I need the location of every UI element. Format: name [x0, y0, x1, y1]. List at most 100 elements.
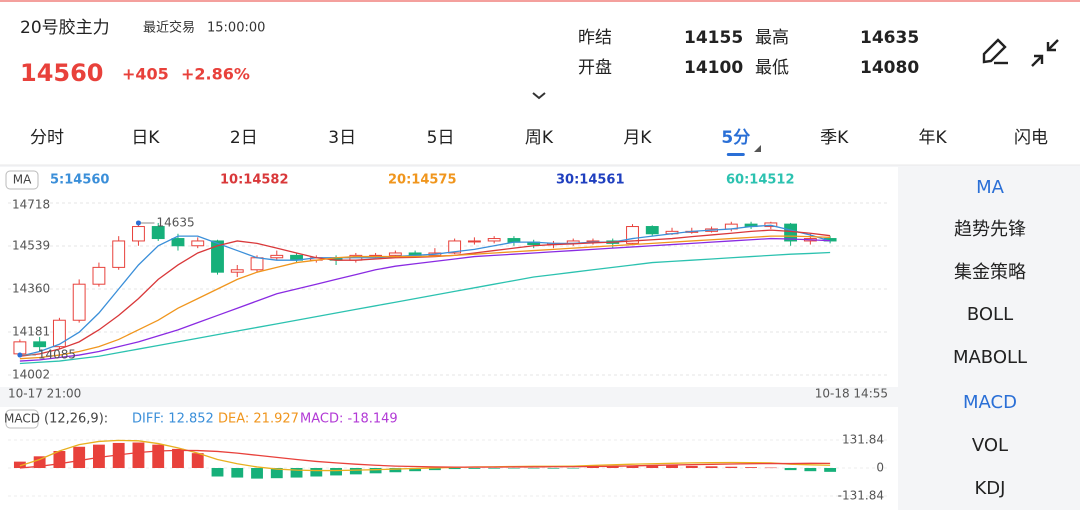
- stat-label: 最高: [755, 28, 789, 48]
- candle-body: [92, 266, 106, 285]
- y-tick-label: -131.84: [838, 489, 884, 503]
- macd-bar: [290, 468, 303, 478]
- macd-bar: [33, 456, 46, 468]
- tab-underline: [726, 153, 745, 156]
- y-tick-label: 14181: [12, 325, 50, 339]
- trade-label: 最近交易: [143, 20, 195, 36]
- tab[interactable]: 2日: [230, 128, 258, 148]
- macd-bar: [428, 468, 441, 471]
- annotation-label: 14635: [156, 215, 194, 229]
- macd-bar: [73, 446, 86, 468]
- indicator-option[interactable]: KDJ: [975, 478, 1006, 499]
- price-panel: [0, 167, 898, 387]
- tab[interactable]: 日K: [131, 128, 160, 148]
- legend-entry: 30:14561: [556, 173, 625, 188]
- stat-value: 14080: [860, 58, 919, 78]
- ma-line: [19, 235, 831, 360]
- macd-bar: [626, 465, 639, 468]
- indicator-label: MACD: [4, 412, 40, 426]
- indicator-option[interactable]: BOLL: [967, 304, 1013, 325]
- macd-bar: [310, 468, 323, 477]
- tab[interactable]: 分时: [30, 128, 64, 148]
- tab[interactable]: 闪电: [1014, 128, 1048, 148]
- price: 14560: [20, 59, 104, 87]
- macd-bar: [646, 465, 659, 468]
- legend-entry: DEA: 21.927: [218, 412, 299, 427]
- indicator-option[interactable]: 集金策略: [954, 262, 1026, 283]
- macd-bar: [53, 451, 66, 468]
- indicator-option[interactable]: VOL: [972, 435, 1008, 456]
- indicator-option[interactable]: MACD: [963, 392, 1017, 413]
- stat-label: 昨结: [578, 28, 612, 48]
- y-tick-label: 14360: [12, 282, 50, 296]
- macd-line: [19, 449, 831, 469]
- tab-dropdown: [754, 145, 761, 152]
- candle-body: [645, 226, 659, 235]
- legend-entry: DIFF: 12.852: [132, 412, 214, 427]
- annotation-label: 14085: [38, 348, 76, 362]
- trade-time: 15:00:00: [207, 21, 265, 36]
- macd-bar: [330, 468, 342, 476]
- macd-bar: [764, 467, 777, 469]
- annotation-dot: [17, 352, 23, 358]
- indicator-box: [5, 409, 39, 429]
- macd-bar: [606, 466, 619, 468]
- edit-icon[interactable]: [982, 38, 1008, 65]
- candle-body: [112, 240, 126, 268]
- macd-bar: [270, 468, 283, 479]
- macd-bar: [172, 448, 184, 468]
- macd-bar: [527, 468, 540, 469]
- collapse-icon[interactable]: [1031, 39, 1059, 67]
- macd-bar: [349, 468, 362, 475]
- macd-panel: [0, 407, 898, 510]
- stat-value: 14635: [860, 28, 919, 48]
- y-tick-label: 14539: [12, 239, 50, 253]
- candle-body: [388, 252, 402, 256]
- indicator-option[interactable]: 趋势先锋: [954, 219, 1026, 240]
- stat-label: 最低: [755, 58, 789, 78]
- macd-bar: [211, 468, 224, 477]
- macd-bar: [152, 444, 165, 468]
- tab[interactable]: 5分: [721, 128, 750, 148]
- macd-bar: [804, 468, 817, 472]
- legend-entry: 5:14560: [50, 173, 109, 188]
- title: 20号胶主力: [20, 18, 110, 38]
- candle-body: [13, 341, 27, 355]
- time-start: 10-17 21:00: [8, 387, 81, 401]
- macd-bar: [191, 453, 204, 468]
- indicator-option[interactable]: MA: [976, 177, 1005, 198]
- macd-bar: [389, 468, 402, 473]
- macd-bar: [488, 468, 501, 469]
- macd-bar: [824, 468, 837, 472]
- macd-bar: [13, 461, 26, 468]
- macd-bar: [784, 468, 797, 471]
- tab[interactable]: 年K: [919, 128, 948, 148]
- candle-body: [191, 240, 205, 247]
- tab[interactable]: 5日: [427, 128, 455, 148]
- macd-bar: [725, 466, 738, 468]
- y-tick-label: 0: [876, 461, 884, 475]
- tab[interactable]: 季K: [820, 128, 849, 148]
- legend-entry: 10:14582: [220, 173, 289, 188]
- macd-bar: [508, 468, 520, 469]
- macd-bar: [409, 468, 422, 472]
- candle-body: [33, 341, 47, 348]
- y-tick-label: 14002: [12, 368, 50, 382]
- ma-line: [19, 251, 831, 365]
- legend-entry: 60:14512: [726, 173, 795, 188]
- stat-value: 14155: [684, 28, 743, 48]
- tab[interactable]: 周K: [525, 128, 554, 148]
- indicator-label: MA: [13, 173, 32, 187]
- stat-label: 开盘: [578, 58, 612, 78]
- macd-bar: [93, 444, 105, 468]
- tab[interactable]: 3日: [328, 128, 356, 148]
- macd-bar: [468, 468, 481, 469]
- annotation-dot: [135, 220, 141, 226]
- tab[interactable]: 月K: [623, 128, 652, 148]
- macd-bar: [251, 468, 263, 479]
- candle-body: [448, 240, 462, 254]
- expand-chevron[interactable]: [532, 92, 546, 100]
- indicator-option[interactable]: MABOLL: [953, 347, 1027, 368]
